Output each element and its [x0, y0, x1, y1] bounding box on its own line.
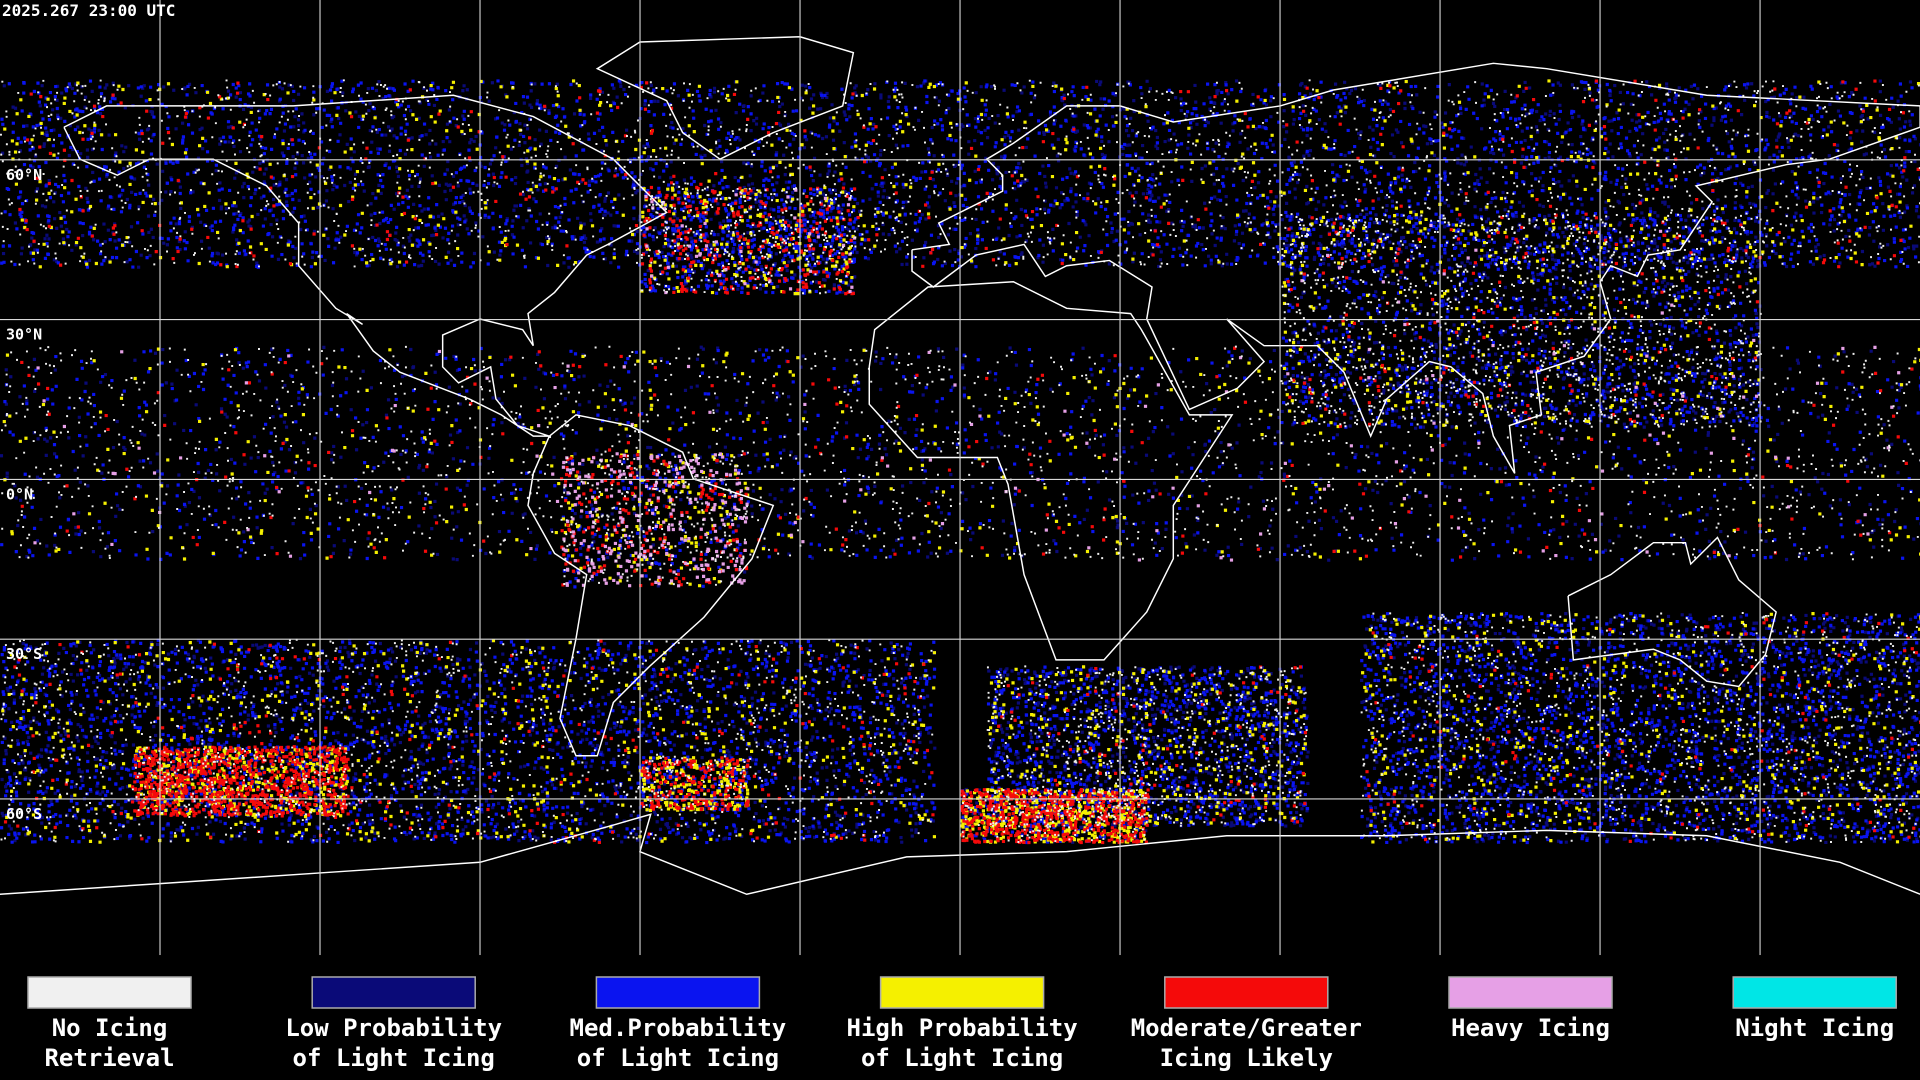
coastline: [0, 813, 1920, 896]
legend-label: Low Probability: [285, 1014, 502, 1042]
legend-swatch: [595, 976, 761, 1009]
legend-swatch: [1164, 976, 1329, 1009]
latitude-label: 0°N: [6, 485, 33, 503]
coastline: [911, 62, 1920, 474]
coastline: [595, 35, 855, 160]
legend-label: Retrieval: [44, 1044, 174, 1072]
coastline: [63, 94, 668, 437]
latitude-label: 30°S: [6, 645, 42, 663]
legend-label: Moderate/Greater: [1131, 1014, 1362, 1042]
coastline: [1567, 536, 1777, 688]
latitude-label: 60°S: [6, 805, 42, 823]
legend-label: Med.Probability: [570, 1014, 787, 1042]
legend-label: No Icing: [52, 1014, 168, 1042]
coastline: [527, 414, 775, 757]
timestamp: 2025.267 23:00 UTC: [2, 1, 175, 20]
coastline: [868, 281, 1234, 661]
legend-label: of Light Icing: [293, 1044, 495, 1072]
legend-swatch: [1448, 976, 1613, 1009]
legend-swatch: [27, 976, 192, 1009]
legend-label: Night Icing: [1735, 1014, 1894, 1042]
legend-swatch: [1732, 976, 1897, 1009]
icing-field: [0, 79, 1920, 845]
legend-label: High Probability: [847, 1014, 1078, 1042]
legend-label: of Light Icing: [577, 1044, 779, 1072]
legend-label: of Light Icing: [861, 1044, 1063, 1072]
legend-swatch: [879, 976, 1045, 1009]
legend-label: Heavy Icing: [1451, 1014, 1610, 1042]
latitude-label: 60°N: [6, 166, 42, 184]
legend-label: Icing Likely: [1160, 1044, 1333, 1072]
legend-swatch: [311, 976, 476, 1009]
map: [0, 0, 1920, 956]
latitude-label: 30°N: [6, 326, 42, 344]
icing-field: [3, 79, 1920, 845]
